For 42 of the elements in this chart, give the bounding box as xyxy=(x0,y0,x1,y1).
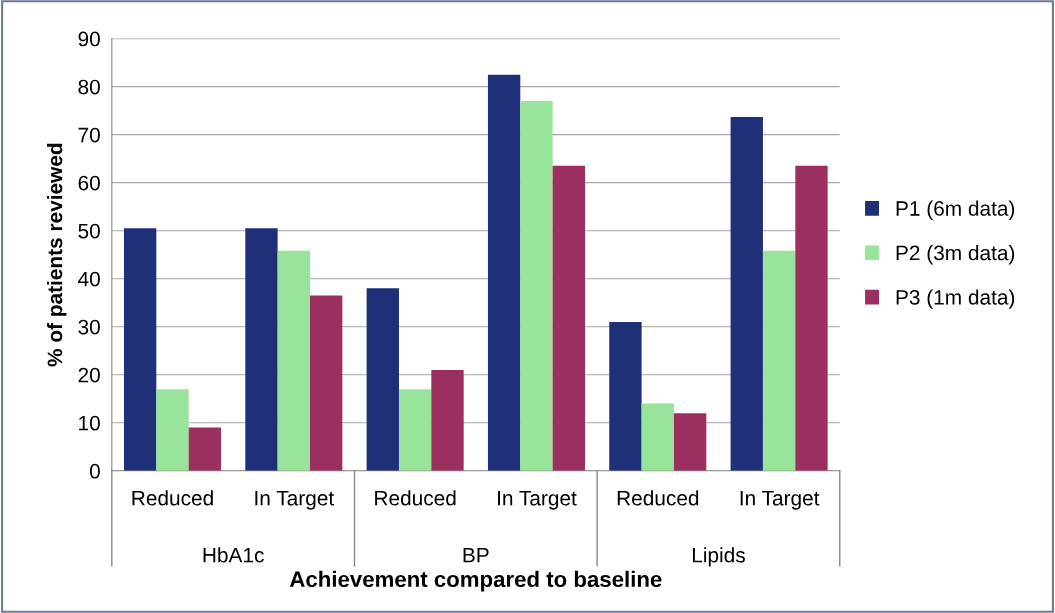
x-tick-label: In Target xyxy=(498,490,577,510)
legend-label: P3 (1m data) xyxy=(896,289,1015,309)
text: Lipids xyxy=(692,547,745,567)
y-tick-label: 20 xyxy=(78,367,100,383)
y-tick-label: 10 xyxy=(79,415,100,431)
bar xyxy=(762,250,796,471)
bar xyxy=(309,295,343,471)
bar xyxy=(366,288,399,471)
y-axis-title: % of patients reviewed xyxy=(47,143,67,367)
bar xyxy=(487,74,521,471)
bar xyxy=(156,389,189,471)
y-tick-label: 80 xyxy=(78,79,100,95)
bar xyxy=(520,101,553,471)
x-axis-title: Achievement compared to baseline xyxy=(289,570,662,592)
bar xyxy=(673,413,707,471)
legend-label: P2 (3m data) xyxy=(896,244,1015,265)
y-tick-label: 50 xyxy=(78,223,100,239)
bar xyxy=(641,403,674,471)
bar xyxy=(188,427,222,471)
bar xyxy=(245,228,278,471)
y-tick-label: 70 xyxy=(78,127,100,143)
x-tick-label: In Target xyxy=(740,490,820,510)
x-tick-label: Reduced xyxy=(132,490,213,506)
x-tick-label: Reduced xyxy=(375,490,456,506)
legend-label: P1 (6m data) xyxy=(896,200,1015,220)
bar xyxy=(730,116,763,471)
bar xyxy=(277,250,310,471)
y-tick-label: 60 xyxy=(78,175,100,191)
bar xyxy=(795,165,828,471)
bar xyxy=(609,321,642,471)
y-tick-label: 30 xyxy=(78,319,100,335)
x-tick-label: Reduced xyxy=(617,490,699,506)
text: HbA1c xyxy=(203,547,264,563)
y-tick-label: 90 xyxy=(78,31,100,47)
bar xyxy=(398,389,432,471)
y-tick-label: 0 xyxy=(89,463,100,479)
bar xyxy=(552,165,585,471)
text: BP xyxy=(463,547,489,563)
bar xyxy=(123,228,157,471)
y-tick-label: 40 xyxy=(78,271,100,287)
bar xyxy=(431,369,464,471)
x-tick-label: In Target xyxy=(255,490,335,510)
